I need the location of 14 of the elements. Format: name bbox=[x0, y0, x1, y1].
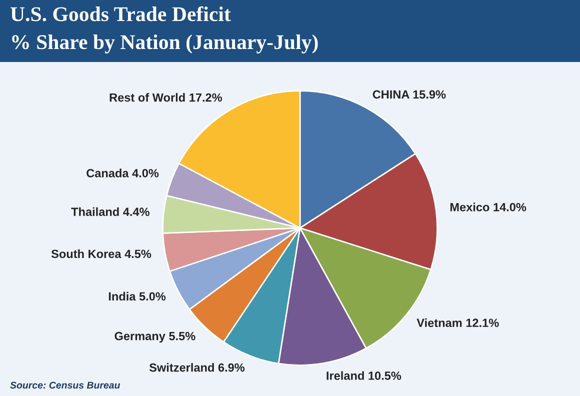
slice-label: India 5.0% bbox=[108, 292, 166, 301]
chart-title: U.S. Goods Trade Deficit bbox=[10, 6, 231, 22]
slice-label: Vietnam 12.1% bbox=[416, 318, 499, 328]
slice-label: Rest of World 17.2% bbox=[110, 93, 222, 102]
slice-label: South Korea 4.5% bbox=[51, 249, 152, 258]
slice-label: Germany 5.5% bbox=[114, 332, 196, 343]
slice-label: Mexico 14.0% bbox=[450, 202, 526, 212]
slice-label: Switzerland 6.9% bbox=[149, 363, 245, 372]
chart-subtitle: % Share by Nation (January-July) bbox=[12, 34, 318, 54]
slice-label: CHINA 15.9% bbox=[372, 90, 446, 99]
slice-label: Ireland 10.5% bbox=[326, 371, 402, 380]
slice-label: Canada 4.0% bbox=[86, 168, 159, 178]
source-note: Source: Census Bureau bbox=[10, 382, 120, 389]
slice-label: Thailand 4.4% bbox=[71, 207, 150, 216]
